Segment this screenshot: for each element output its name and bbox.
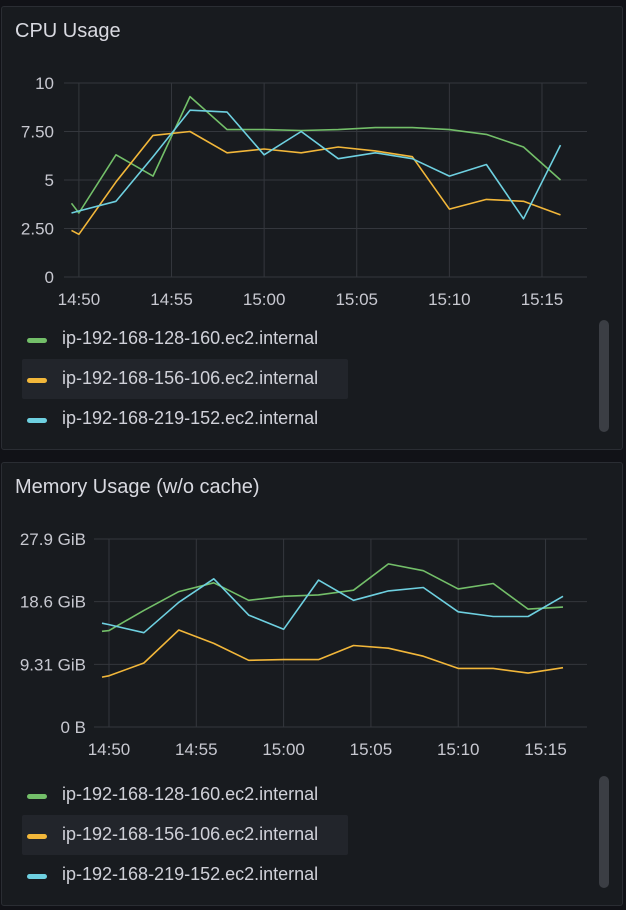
legend-item[interactable]: ip-192-168-156-106.ec2.internal	[22, 815, 348, 855]
legend-label: ip-192-168-128-160.ec2.internal	[62, 784, 319, 804]
memory-legend: ip-192-168-128-160.ec2.internal ip-192-1…	[22, 775, 582, 895]
x-tick-label: 15:15	[524, 740, 567, 759]
y-tick-label: 27.9 GiB	[20, 530, 86, 549]
y-tick-label: 2.50	[21, 220, 54, 239]
legend-item[interactable]: ip-192-168-128-160.ec2.internal	[22, 319, 348, 359]
legend-item[interactable]: ip-192-168-219-152.ec2.internal	[22, 855, 348, 895]
cpu-usage-panel: CPU Usage 0 2.50 5 7.50 10 14:50 14:55 15:00 15:…	[1, 6, 623, 450]
panel-title[interactable]: Memory Usage (w/o cache)	[15, 476, 260, 498]
legend-scrollbar[interactable]	[599, 776, 609, 888]
x-tick-label: 15:10	[437, 740, 480, 759]
x-tick-label: 14:50	[58, 290, 101, 309]
series-line[interactable]	[71, 109, 562, 220]
x-tick-label: 14:55	[150, 290, 193, 309]
x-tick-label: 15:15	[521, 290, 564, 309]
series-swatch	[27, 794, 47, 799]
y-tick-label: 10	[35, 74, 54, 93]
x-tick-label: 14:50	[88, 740, 131, 759]
x-tick-label: 15:05	[350, 740, 393, 759]
y-tick-label: 7.50	[21, 123, 54, 142]
series-swatch	[27, 418, 47, 423]
legend-item[interactable]: ip-192-168-219-152.ec2.internal	[22, 399, 348, 439]
series-line[interactable]	[101, 577, 564, 634]
legend-label: ip-192-168-219-152.ec2.internal	[62, 408, 319, 428]
panel-title[interactable]: CPU Usage	[15, 20, 121, 42]
y-tick-label: 5	[45, 171, 54, 190]
cpu-legend: ip-192-168-128-160.ec2.internal ip-192-1…	[22, 319, 582, 439]
legend-label: ip-192-168-128-160.ec2.internal	[62, 328, 319, 348]
series-line[interactable]	[70, 95, 562, 214]
y-tick-label: 0 B	[60, 718, 86, 737]
legend-label: ip-192-168-156-106.ec2.internal	[62, 368, 319, 388]
series-line[interactable]	[101, 563, 564, 633]
y-tick-label: 0	[45, 268, 54, 287]
legend-item[interactable]: ip-192-168-128-160.ec2.internal	[22, 775, 348, 815]
series-line[interactable]	[101, 629, 564, 678]
legend-label: ip-192-168-156-106.ec2.internal	[62, 824, 319, 844]
x-tick-label: 15:00	[262, 740, 305, 759]
cpu-usage-chart[interactable]: 0 2.50 5 7.50 10 14:50 14:55 15:00 15:05 15:10 15:…	[2, 59, 622, 311]
x-tick-label: 15:05	[335, 290, 378, 309]
series-swatch	[27, 338, 47, 343]
y-tick-label: 18.6 GiB	[20, 593, 86, 612]
series-line[interactable]	[71, 130, 561, 236]
legend-label: ip-192-168-219-152.ec2.internal	[62, 864, 319, 884]
x-tick-label: 15:10	[428, 290, 471, 309]
memory-usage-chart[interactable]: 0 B 9.31 GiB 18.6 GiB 27.9 GiB 14:50 14:55 15:…	[2, 515, 622, 767]
series-swatch	[27, 378, 47, 383]
y-tick-label: 9.31 GiB	[20, 655, 86, 674]
legend-item[interactable]: ip-192-168-156-106.ec2.internal	[22, 359, 348, 399]
memory-usage-panel: Memory Usage (w/o cache) 0 B 9.31 GiB 18.6…	[1, 462, 623, 906]
x-tick-label: 15:00	[243, 290, 286, 309]
series-swatch	[27, 874, 47, 879]
x-tick-label: 14:55	[175, 740, 218, 759]
legend-scrollbar[interactable]	[599, 320, 609, 432]
series-swatch	[27, 834, 47, 839]
